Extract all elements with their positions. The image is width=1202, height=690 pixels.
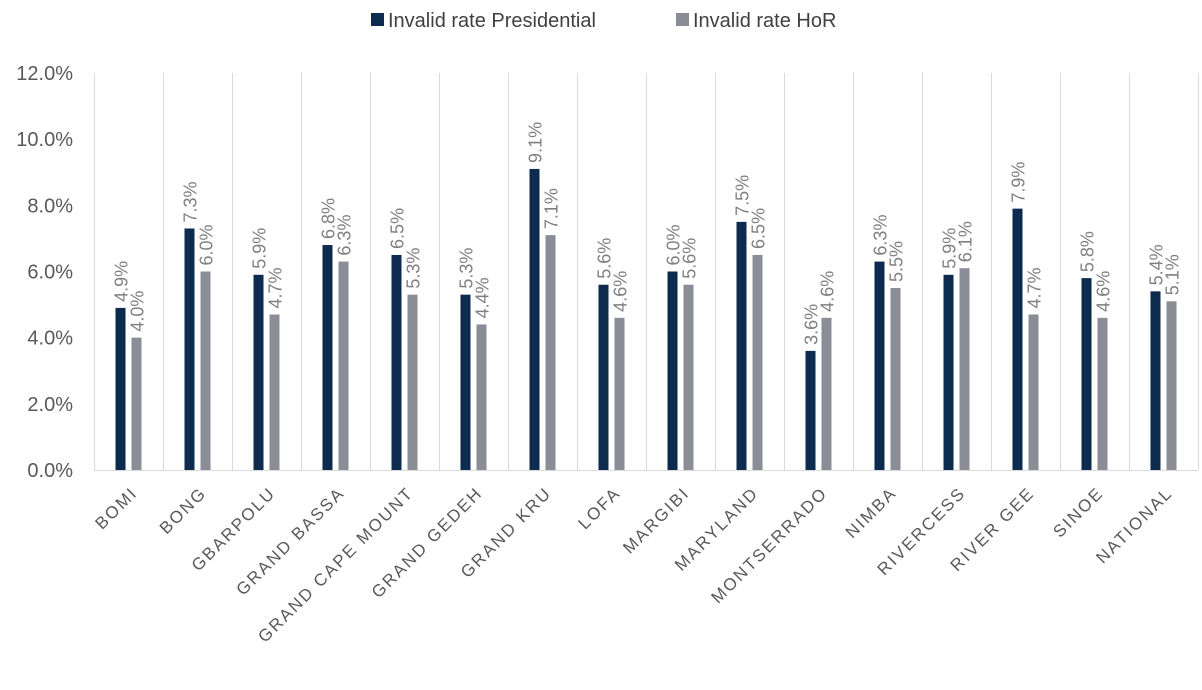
data-label: 5.4% [1147, 244, 1167, 285]
x-tick-label: BONG [156, 483, 210, 537]
data-label: 6.0% [664, 224, 684, 265]
data-label: 5.5% [887, 241, 907, 282]
gridlines [94, 73, 1199, 470]
x-tick-label: MARGIBI [619, 483, 693, 557]
data-label: 4.7% [1025, 267, 1045, 308]
legend-label-hor: Invalid rate HoR [693, 10, 836, 32]
data-label: 5.9% [940, 228, 960, 269]
bar-presidential [1081, 278, 1092, 470]
data-label: 5.3% [404, 248, 424, 289]
bar-presidential [253, 274, 264, 470]
data-label: 9.1% [526, 122, 546, 163]
bar-hor [752, 254, 763, 470]
data-label: 7.3% [181, 181, 201, 222]
data-label: 5.3% [457, 248, 477, 289]
data-label: 7.5% [733, 175, 753, 216]
bar-presidential [1150, 291, 1161, 470]
bar-hor [200, 271, 211, 470]
data-label: 6.1% [956, 221, 976, 262]
bar-hor [269, 314, 280, 470]
y-tick-label: 2.0% [27, 394, 73, 416]
bar-presidential [322, 245, 333, 470]
data-label: 7.1% [542, 188, 562, 229]
data-label: 6.5% [749, 208, 769, 249]
data-label: 4.7% [266, 267, 286, 308]
x-tick-label: NIMBA [842, 483, 901, 542]
bar-hor [338, 261, 349, 470]
bar-hor [683, 284, 694, 470]
y-tick-label: 12.0% [16, 63, 73, 85]
bar-hor [890, 288, 901, 470]
x-tick-label: MONTSERRADO [707, 483, 831, 607]
legend-swatch-hor [676, 13, 689, 26]
x-tick-label: LOFA [574, 483, 624, 533]
bar-presidential [874, 261, 885, 470]
data-label: 4.0% [128, 291, 148, 332]
y-tick-label: 6.0% [27, 262, 73, 284]
data-label: 4.6% [1094, 271, 1114, 312]
legend-label-presidential: Invalid rate Presidential [388, 10, 596, 32]
y-tick-label: 8.0% [27, 195, 73, 217]
bar-hor [959, 268, 970, 470]
bar-presidential [598, 284, 609, 470]
bar-hor [476, 324, 487, 470]
y-tick-label: 4.0% [27, 328, 73, 350]
data-label: 4.6% [611, 271, 631, 312]
data-label: 4.9% [112, 261, 132, 302]
bar-presidential [667, 271, 678, 470]
y-tick-label: 0.0% [27, 460, 73, 482]
bar-presidential [805, 350, 816, 470]
bar-presidential [736, 221, 747, 470]
data-label: 6.5% [388, 208, 408, 249]
bar-presidential [460, 294, 471, 470]
data-label: 6.3% [871, 215, 891, 256]
y-axis: 0.0% 2.0% 4.0% 6.0% 8.0% 10.0% 12.0% [16, 63, 73, 482]
bar-presidential [115, 307, 126, 470]
data-label: 3.6% [802, 304, 822, 345]
data-label: 5.8% [1078, 231, 1098, 272]
legend: Invalid rate Presidential Invalid rate H… [371, 10, 836, 32]
x-tick-label: SINOE [1049, 483, 1107, 541]
bar-hor [545, 235, 556, 470]
bar-presidential [943, 274, 954, 470]
bar-hor [407, 294, 418, 470]
y-tick-label: 10.0% [16, 129, 73, 151]
bar-hor [821, 317, 832, 470]
x-tick-label: BOMI [92, 483, 142, 533]
data-label: 6.3% [335, 215, 355, 256]
bars [115, 168, 1177, 471]
data-label: 7.9% [1009, 162, 1029, 203]
data-label: 6.0% [197, 224, 217, 265]
bar-presidential [1012, 208, 1023, 470]
bar-hor [614, 317, 625, 470]
data-label: 4.6% [818, 271, 838, 312]
data-label: 5.6% [680, 238, 700, 279]
data-label: 5.1% [1163, 254, 1183, 295]
data-label: 6.8% [319, 198, 339, 239]
legend-swatch-presidential [371, 13, 384, 26]
bar-presidential [391, 254, 402, 470]
bar-hor [1097, 317, 1108, 470]
bar-hor [131, 337, 142, 470]
bar-hor [1166, 301, 1177, 470]
data-label: 4.4% [473, 277, 493, 318]
data-labels: 4.9%7.3%5.9%6.8% 6.5%5.3%9.1%5.6% 6.0%7.5%… [112, 122, 1183, 345]
data-label: 5.9% [250, 228, 270, 269]
bar-presidential [529, 168, 540, 471]
bar-presidential [184, 228, 195, 470]
data-label: 5.6% [595, 238, 615, 279]
bar-hor [1028, 314, 1039, 470]
